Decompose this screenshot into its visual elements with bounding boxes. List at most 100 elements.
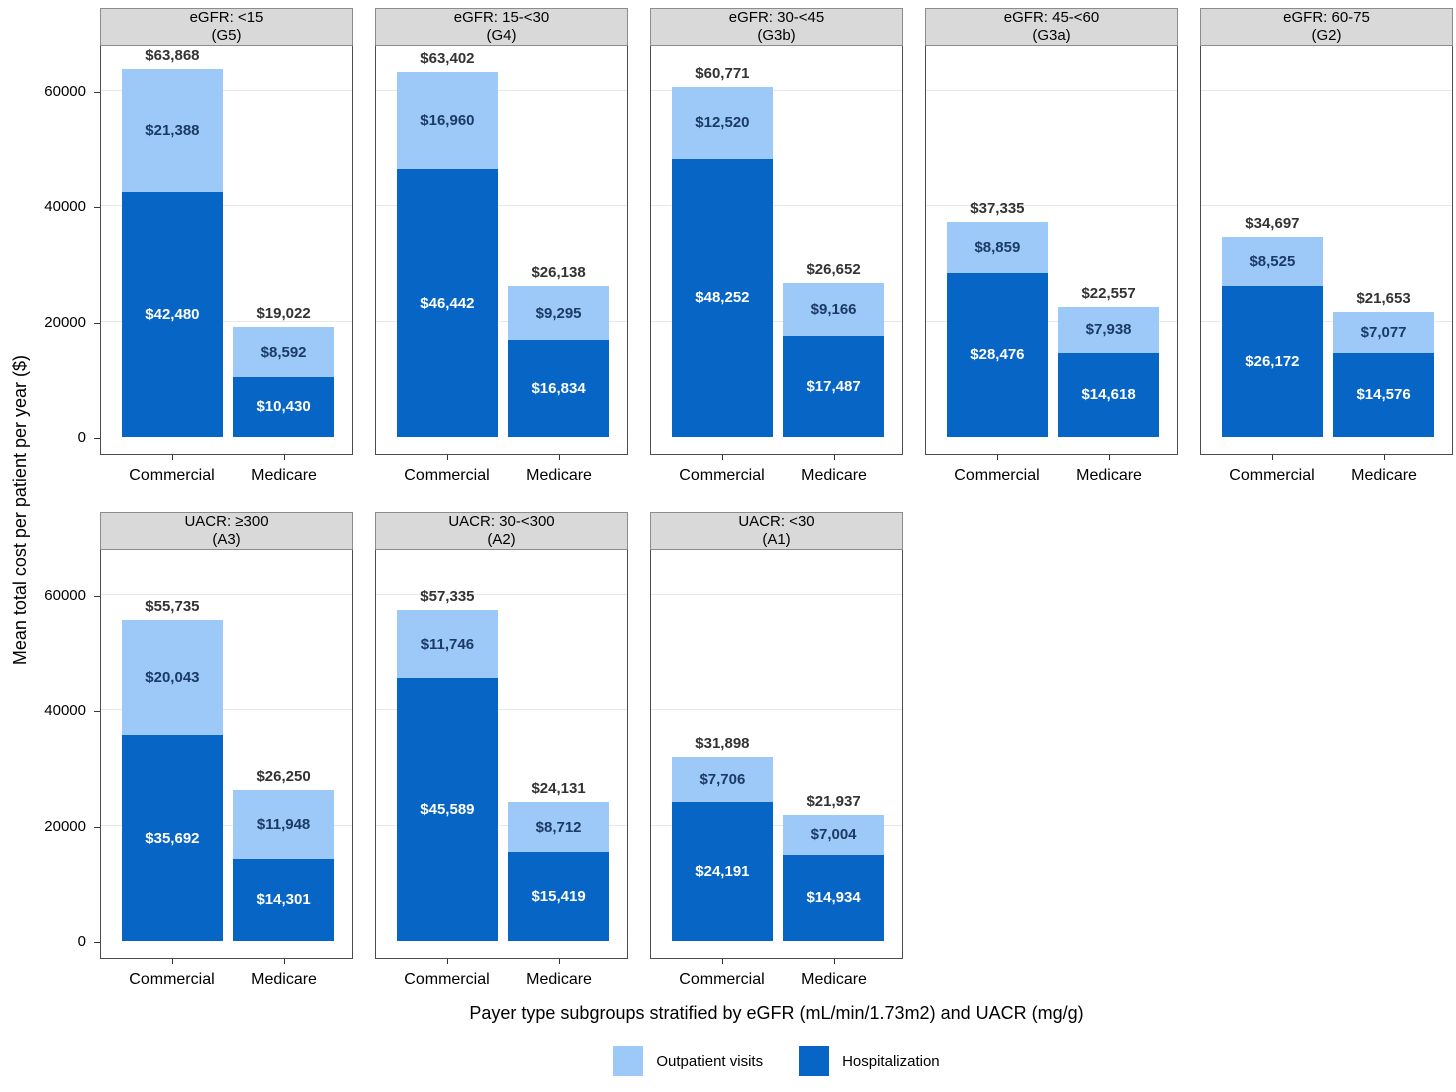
x-tick-label-medicare: Medicare (801, 971, 867, 988)
bar-commercial: $34,697 $8,525 $26,172 (1221, 215, 1323, 437)
facet-subtitle: (A1) (762, 531, 791, 548)
outpatient-value-label: $11,746 (420, 635, 475, 653)
segment-hospitalization: $26,172 (1221, 286, 1323, 437)
total-label: $19,022 (256, 305, 311, 323)
gridline (101, 205, 352, 207)
facet-title: eGFR: 60-75 (1283, 9, 1370, 26)
gridline (376, 594, 627, 596)
x-axis-tick (284, 959, 286, 964)
gridline (376, 709, 627, 711)
total-label: $55,735 (145, 597, 200, 615)
segment-hospitalization: $28,476 (946, 272, 1048, 437)
hospitalization-value-label: $14,301 (256, 891, 311, 909)
outpatient-value-label: $7,004 (810, 826, 857, 844)
segment-outpatient: $12,520 (671, 86, 773, 159)
x-axis-tick (284, 455, 286, 460)
bar-medicare: $21,653 $7,077 $14,576 (1333, 290, 1435, 437)
segment-outpatient: $8,712 (508, 801, 610, 853)
x-tick-label-medicare: Medicare (801, 467, 867, 484)
segment-hospitalization: $35,692 (121, 735, 223, 941)
y-axis-ticks: 0 20000 40000 60000 (0, 512, 100, 959)
gridline (101, 320, 352, 322)
hospitalization-value-label: $15,419 (531, 888, 586, 906)
y-tick-label: 40000 (44, 198, 86, 216)
facet-row-uacr: UACR: ≥300 (A3) Commercial Medicare $55,735 $… (100, 512, 903, 988)
x-tick-label-medicare: Medicare (526, 467, 592, 484)
x-tick-label-medicare: Medicare (251, 467, 317, 484)
segment-outpatient: $16,960 (396, 71, 498, 170)
facet-plot-area: $63,402 $16,960 $46,442 $26,138 $9,295 $16,83… (375, 46, 628, 455)
segment-hospitalization: $16,834 (508, 339, 610, 437)
total-label: $26,652 (806, 261, 861, 279)
hospitalization-value-label: $46,442 (420, 294, 475, 312)
segment-hospitalization: $42,480 (121, 192, 223, 437)
facet-row-egfr: eGFR: <15 (G5) Commercial Medicare $63,868 $2… (100, 8, 1453, 484)
segment-outpatient: $7,938 (1058, 306, 1160, 353)
x-tick-label-commercial: Commercial (404, 971, 490, 988)
segment-outpatient: $8,525 (1221, 236, 1323, 287)
outpatient-value-label: $12,520 (695, 114, 750, 132)
segment-outpatient: $7,004 (783, 814, 885, 855)
total-label: $63,868 (145, 46, 200, 64)
hospitalization-value-label: $14,934 (806, 889, 861, 907)
legend-label-outpatient: Outpatient visits (656, 1052, 764, 1070)
outpatient-value-label: $9,295 (535, 304, 582, 322)
gridline (651, 205, 902, 207)
gridline (926, 320, 1177, 322)
facet-plot-area: $55,735 $20,043 $35,692 $26,250 $11,948 $14,3… (100, 550, 353, 959)
bar-commercial: $63,868 $21,388 $42,480 (121, 47, 223, 437)
facet-subtitle: (A3) (212, 531, 241, 548)
gridline (376, 320, 627, 322)
facet-title: eGFR: 45-<60 (1003, 9, 1100, 26)
x-tick-label-commercial: Commercial (679, 467, 765, 484)
gridline (926, 205, 1177, 207)
total-label: $60,771 (695, 64, 750, 82)
hospitalization-value-label: $24,191 (695, 862, 750, 880)
gridline (101, 90, 352, 92)
y-tick-label: 60000 (44, 587, 86, 605)
y-tick-label: 20000 (44, 313, 86, 331)
y-axis-tick (94, 322, 100, 324)
facet-plot-area: $34,697 $8,525 $26,172 $21,653 $7,077 $14,576 (1200, 46, 1453, 455)
segment-hospitalization: $17,487 (783, 336, 885, 437)
segment-outpatient: $7,077 (1333, 312, 1435, 353)
segment-outpatient: $8,859 (946, 221, 1048, 273)
legend-item-outpatient: Outpatient visits (613, 1046, 763, 1076)
y-tick-label: 60000 (44, 83, 86, 101)
hospitalization-value-label: $14,618 (1081, 386, 1136, 404)
outpatient-value-label: $16,960 (420, 111, 475, 129)
total-label: $37,335 (970, 199, 1025, 217)
outpatient-value-label: $7,077 (1360, 324, 1407, 342)
facet-plot-area: $63,868 $21,388 $42,480 $19,022 $8,592 $10,43… (100, 46, 353, 455)
facet-plot-area: $37,335 $8,859 $28,476 $22,557 $7,938 $14,618 (925, 46, 1178, 455)
segment-hospitalization: $14,934 (783, 854, 885, 941)
segment-hospitalization: $10,430 (233, 376, 335, 437)
facet-strip: eGFR: 60-75 (G2) (1200, 8, 1453, 46)
total-label: $26,250 (256, 767, 311, 785)
hospitalization-value-label: $17,487 (806, 378, 861, 396)
x-axis-tick (559, 455, 561, 460)
gridline (651, 90, 902, 92)
facet-subtitle: (G2) (1311, 27, 1342, 44)
outpatient-value-label: $21,388 (145, 121, 200, 139)
segment-hospitalization: $24,191 (671, 801, 773, 941)
gridline (1201, 320, 1452, 322)
facet-strip: UACR: 30-<300 (A2) (375, 512, 628, 550)
x-tick-label-medicare: Medicare (251, 971, 317, 988)
y-tick-label: 20000 (44, 817, 86, 835)
facet-subtitle: (G3a) (1032, 27, 1071, 44)
x-axis-title: Payer type subgroups stratified by eGFR … (469, 1003, 1084, 1023)
facet-title: eGFR: 30-<45 (728, 9, 825, 26)
outpatient-value-label: $7,938 (1085, 321, 1132, 339)
hospitalization-value-label: $48,252 (695, 289, 750, 307)
outpatient-value-label: $11,948 (256, 815, 311, 833)
total-label: $21,653 (1356, 290, 1411, 308)
y-tick-label: 0 (77, 429, 86, 446)
x-axis-tick (834, 959, 836, 964)
y-axis-tick (94, 942, 100, 943)
facet-title: eGFR: 15-<30 (453, 9, 550, 26)
y-axis-tick (94, 438, 100, 439)
x-axis-tick (1384, 455, 1386, 460)
x-axis-tick (446, 455, 448, 460)
outpatient-value-label: $8,712 (535, 818, 582, 836)
